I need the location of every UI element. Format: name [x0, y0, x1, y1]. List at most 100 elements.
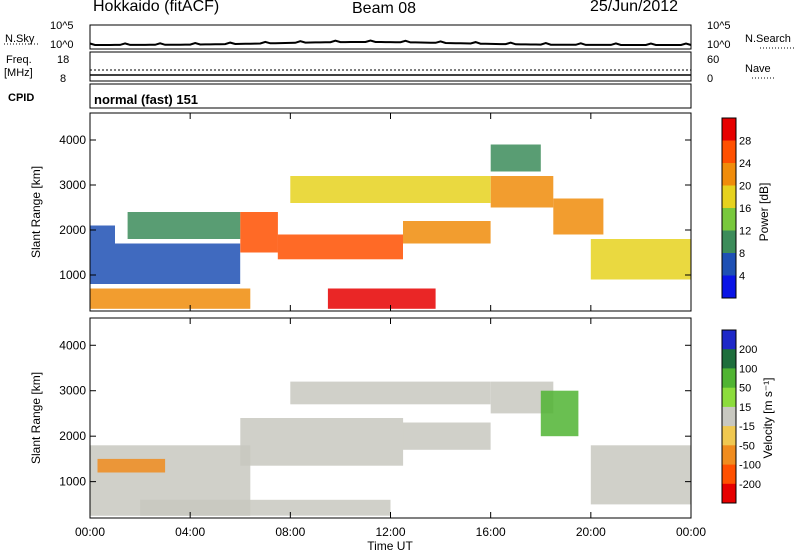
echo-region	[327, 288, 436, 309]
x-tick-label: 16:00	[476, 525, 506, 539]
colorbar-tick-label: 100	[739, 363, 757, 375]
echo-region	[403, 221, 491, 244]
colorbar-swatch	[722, 275, 736, 299]
colorbar-swatch	[722, 140, 736, 164]
y-tick-label: 4000	[59, 133, 86, 147]
echo-region	[290, 381, 491, 405]
echo-region	[240, 212, 278, 253]
colorbar-swatch	[722, 464, 736, 485]
y-tick-label: 1000	[59, 475, 86, 489]
x-tick-label: 08:00	[275, 525, 305, 539]
echo-region	[140, 499, 391, 516]
y-tick-label: 2000	[59, 223, 86, 237]
colorbar-swatch	[722, 349, 736, 369]
echo-region	[403, 422, 491, 450]
echo-region	[277, 234, 403, 260]
colorbar-tick-label: 15	[739, 402, 751, 414]
noise-right-tick-bottom: 10^0	[707, 39, 731, 51]
colorbar-swatch	[722, 185, 736, 209]
echo-region	[540, 390, 579, 437]
colorbar-frame	[721, 117, 737, 299]
cpid-label: CPID	[8, 92, 34, 104]
nave-label: Nave	[745, 63, 771, 75]
freq-tick-top: 18	[57, 54, 69, 66]
velocity-colorbar-label: Velocity [m s⁻¹]	[761, 377, 775, 458]
echo-region	[290, 176, 491, 203]
colorbar-tick-label: 20	[739, 181, 751, 193]
y-tick-label: 3000	[59, 178, 86, 192]
noise-panel-frame	[89, 24, 692, 50]
power-colorbar-label: Power [dB]	[757, 183, 771, 242]
colorbar-swatch	[722, 426, 736, 446]
y-tick-label: 3000	[59, 384, 86, 398]
colorbar-tick-label: 4	[739, 271, 745, 283]
colorbar-swatch	[722, 208, 736, 231]
beam-title: Beam 08	[352, 0, 417, 17]
date-title: 25/Jun/2012	[590, 0, 679, 15]
colorbar-tick-label: 16	[739, 203, 751, 215]
echo-region	[115, 243, 241, 284]
y-tick-label: 4000	[59, 338, 86, 352]
echo-region	[90, 225, 115, 284]
colorbar-tick-label: 24	[739, 158, 751, 170]
x-axis-label: Time UT	[367, 539, 413, 553]
y-tick-label: 2000	[59, 429, 86, 443]
colorbar-tick-label: -100	[739, 460, 761, 472]
noise-left-tick-top: 10^5	[50, 20, 74, 32]
colorbar-swatch	[722, 230, 736, 254]
noise-left-label: N.Sky	[5, 33, 35, 45]
colorbar-swatch	[722, 330, 736, 350]
nave-tick-top: 60	[707, 54, 719, 66]
noise-right-tick-top: 10^5	[707, 20, 731, 32]
colorbar-swatch	[722, 387, 736, 408]
echo-region	[240, 418, 404, 466]
x-tick-label: 04:00	[175, 525, 205, 539]
echo-region	[553, 198, 604, 235]
power-colorbar: 4 8 12 16 20 24 28	[721, 117, 751, 299]
echo-region	[590, 239, 691, 280]
velocity-y-label: Slant Range [km]	[29, 372, 43, 464]
colorbar-swatch	[722, 118, 736, 141]
velocity-heatmap	[90, 381, 691, 516]
y-tick-label: 1000	[59, 268, 86, 282]
echo-region	[97, 458, 166, 473]
freq-label-2: [MHz]	[4, 67, 33, 79]
colorbar-tick-label: -200	[739, 479, 761, 491]
echo-region	[590, 445, 691, 505]
echo-region	[490, 144, 541, 172]
power-y-label: Slant Range [km]	[29, 166, 43, 258]
colorbar-swatch	[722, 483, 736, 504]
colorbar-tick-label: -15	[739, 421, 755, 433]
colorbar-swatch	[722, 406, 736, 427]
velocity-colorbar: 200 100 50 15 -15 -50 -100 -200	[721, 329, 761, 504]
colorbar-tick-label: 200	[739, 344, 757, 356]
x-tick-label: 20:00	[576, 525, 606, 539]
noise-trace	[89, 39, 692, 46]
colorbar-tick-label: 8	[739, 248, 745, 260]
echo-region	[127, 212, 241, 239]
colorbar-tick-label: 12	[739, 226, 751, 238]
freq-panel-frame	[89, 51, 692, 82]
colorbar-swatch	[722, 445, 736, 465]
freq-label-1: Freq.	[6, 54, 32, 66]
noise-right-label: N.Search	[745, 33, 791, 45]
power-heatmap	[90, 144, 691, 309]
cpid-mode: normal (fast) 151	[94, 92, 198, 107]
nave-tick-bottom: 0	[707, 73, 713, 85]
echo-region	[490, 176, 554, 208]
freq-tick-bottom: 8	[60, 73, 66, 85]
x-tick-label: 00:00	[75, 525, 105, 539]
colorbar-tick-label: 28	[739, 136, 751, 148]
colorbar-swatch	[722, 253, 736, 276]
x-tick-label: 00:00	[676, 525, 706, 539]
x-tick-label: 12:00	[375, 525, 405, 539]
colorbar-swatch	[722, 368, 736, 389]
colorbar-tick-label: 50	[739, 383, 751, 395]
colorbar-swatch	[722, 163, 736, 186]
echo-region	[90, 288, 251, 309]
colorbar-frame	[721, 329, 737, 504]
cpid-panel-frame	[89, 83, 692, 109]
radar-title: Hokkaido (fitACF)	[93, 0, 220, 15]
colorbar-tick-label: -50	[739, 440, 755, 452]
